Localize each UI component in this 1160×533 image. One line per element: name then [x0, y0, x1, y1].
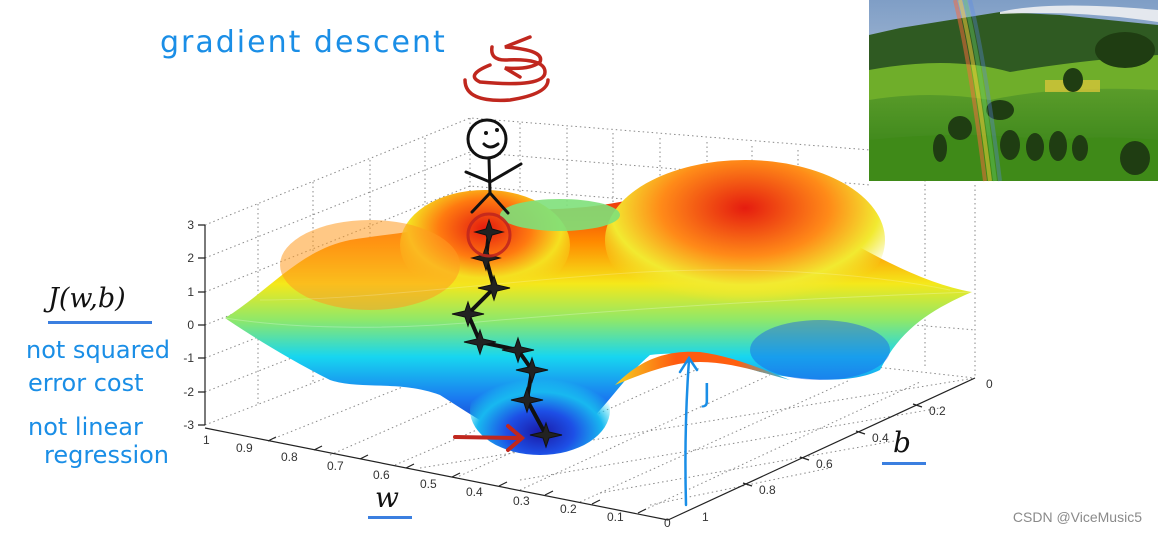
w-tick: 0.7 [327, 459, 344, 473]
w-tick: 0.4 [466, 485, 483, 499]
z-tick: -3 [183, 418, 194, 432]
j-arrow [678, 355, 699, 507]
z-tick: -1 [183, 351, 194, 365]
w-tick: 0.2 [560, 502, 577, 516]
w-tick: 0.9 [236, 441, 253, 455]
w-tick: 0.3 [513, 494, 530, 508]
w-tick: 0.5 [420, 477, 437, 491]
w-axis-ticks: 1 0.9 0.8 0.7 0.6 0.5 0.4 0.3 0.2 0.1 0 [203, 433, 671, 530]
note-regression: regression [44, 441, 169, 469]
b-tick: 0.4 [872, 431, 889, 445]
stick-figure [464, 118, 523, 215]
w-tick: 1 [203, 433, 210, 447]
watermark: CSDN @ViceMusic5 [1012, 509, 1142, 525]
cost-surface [224, 160, 973, 455]
b-axis-ticks: 0 0.2 0.4 0.6 0.8 1 [702, 377, 993, 524]
z-tick: 0 [187, 318, 194, 332]
note-not-linear: not linear [28, 413, 143, 441]
title-gradient-descent: gradient descent [160, 25, 447, 60]
b-axis-label: b [893, 426, 911, 459]
b-tick: 0.2 [929, 404, 946, 418]
cost-function-label: J(w,b) [43, 283, 126, 314]
w-tick: 0.1 [607, 510, 624, 524]
axes: 3 2 1 0 -1 -2 -3 1 0.9 0.8 0.7 0.6 0.5 0… [183, 218, 993, 530]
landscape-photo [869, 0, 1158, 182]
b-tick: 0.8 [759, 483, 776, 497]
note-error-cost: error cost [28, 369, 144, 397]
w-tick: 0.6 [373, 468, 390, 482]
minimum-arrow [453, 424, 526, 452]
b-tick: 0.6 [816, 457, 833, 471]
descent-path [451, 212, 563, 449]
z-tick: 3 [187, 218, 194, 232]
j-marker-label: J [701, 379, 711, 409]
cost-label-underline [48, 321, 152, 324]
b-tick: 0 [986, 377, 993, 391]
note-not-squared: not squared [26, 336, 170, 364]
w-tick: 0 [664, 516, 671, 530]
z-axis-ticks: 3 2 1 0 -1 -2 -3 [183, 218, 205, 432]
start-circle [466, 212, 512, 258]
w-label-underline [368, 516, 412, 519]
b-label-underline [882, 462, 926, 465]
z-tick: -2 [183, 385, 194, 399]
b-tick: 1 [702, 510, 709, 524]
z-tick: 2 [187, 251, 194, 265]
w-axis-label: w [375, 481, 399, 514]
w-tick: 0.8 [281, 450, 298, 464]
swirl-mark [463, 35, 550, 103]
z-tick: 1 [187, 285, 194, 299]
